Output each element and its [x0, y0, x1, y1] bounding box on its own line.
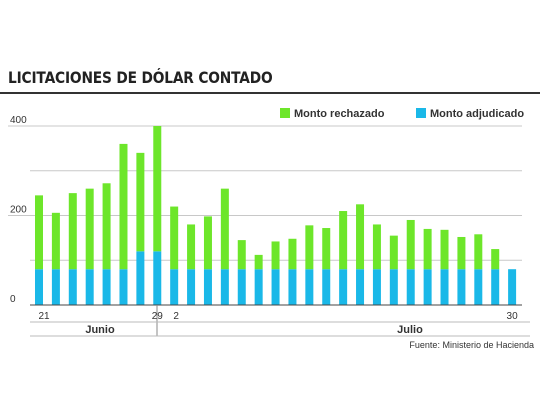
bar-adjudicado: [305, 269, 314, 305]
bar-rechazado: [68, 193, 77, 270]
bar-adjudicado: [119, 269, 128, 305]
bar-rechazado: [288, 238, 297, 270]
bar-rechazado: [187, 224, 196, 270]
bar-rechazado: [339, 211, 348, 270]
bar-rechazado: [474, 234, 483, 270]
bar-rechazado: [203, 216, 212, 270]
bar-rechazado: [389, 235, 398, 270]
bar-adjudicado: [339, 269, 348, 305]
bar-adjudicado: [491, 269, 500, 305]
bar-rechazado: [170, 206, 179, 270]
x-tick-label: 30: [507, 311, 519, 322]
bar-adjudicado: [271, 269, 280, 305]
bar-adjudicado: [136, 251, 145, 305]
bar-adjudicado: [51, 269, 60, 305]
bar-adjudicado: [170, 269, 179, 305]
title-rule: [0, 92, 540, 94]
bars: [35, 126, 517, 305]
bar-rechazado: [457, 236, 466, 270]
bar-rechazado: [271, 241, 280, 270]
y-tick-label: 400: [10, 115, 27, 126]
bar-rechazado: [491, 249, 500, 270]
y-tick-label: 0: [10, 294, 16, 305]
x-tick-label: 2: [173, 311, 179, 322]
bar-adjudicado: [423, 269, 432, 305]
y-tick-label: 200: [10, 205, 27, 216]
bar-adjudicado: [508, 269, 517, 305]
bar-rechazado: [35, 195, 43, 270]
bar-adjudicado: [220, 269, 229, 305]
bar-rechazado: [356, 204, 365, 270]
legend: Monto rechazado Monto adjudicado: [280, 108, 524, 120]
bar-adjudicado: [254, 269, 263, 305]
bar-adjudicado: [457, 269, 466, 305]
bar-rechazado: [423, 228, 432, 270]
bar-rechazado: [254, 254, 263, 270]
month-label-junio: Junio: [85, 324, 115, 336]
bar-adjudicado: [322, 269, 331, 305]
bar-rechazado: [102, 183, 111, 270]
axes: 0 200 400 21 29 2 30 Junio Julio Fuente: Minister…: [10, 115, 534, 350]
bar-adjudicado: [85, 269, 94, 305]
legend-label: Monto adjudicado: [430, 108, 524, 120]
bar-rechazado: [440, 229, 449, 270]
x-tick-label: 21: [38, 311, 50, 322]
bar-adjudicado: [440, 269, 449, 305]
bar-adjudicado: [187, 269, 196, 305]
source-note: Fuente: Ministerio de Hacienda: [409, 340, 534, 350]
legend-label: Monto rechazado: [294, 108, 385, 120]
bar-rechazado: [85, 188, 94, 270]
bar-adjudicado: [474, 269, 483, 305]
bar-rechazado: [119, 143, 128, 270]
bar-rechazado: [305, 225, 314, 270]
bar-rechazado: [136, 152, 145, 252]
bar-adjudicado: [406, 269, 415, 305]
bar-rechazado: [153, 126, 162, 252]
legend-swatch: [416, 108, 426, 118]
bar-adjudicado: [203, 269, 212, 305]
bar-rechazado: [322, 228, 331, 270]
bar-adjudicado: [389, 269, 398, 305]
legend-swatch: [280, 108, 290, 118]
bar-rechazado: [51, 212, 60, 270]
bar-rechazado: [406, 219, 415, 270]
bar-adjudicado: [372, 269, 381, 305]
x-tick-label: 29: [152, 311, 164, 322]
bar-adjudicado: [68, 269, 77, 305]
bar-adjudicado: [237, 269, 246, 305]
bar-adjudicado: [102, 269, 111, 305]
bar-adjudicado: [153, 251, 162, 305]
bar-adjudicado: [35, 269, 43, 305]
bar-rechazado: [237, 240, 246, 270]
month-label-julio: Julio: [397, 324, 423, 336]
bar-adjudicado: [356, 269, 365, 305]
bar-rechazado: [372, 224, 381, 270]
bar-rechazado: [220, 188, 229, 270]
chart-title: LICITACIONES DE DÓLAR CONTADO: [8, 68, 273, 87]
bar-adjudicado: [288, 269, 297, 305]
